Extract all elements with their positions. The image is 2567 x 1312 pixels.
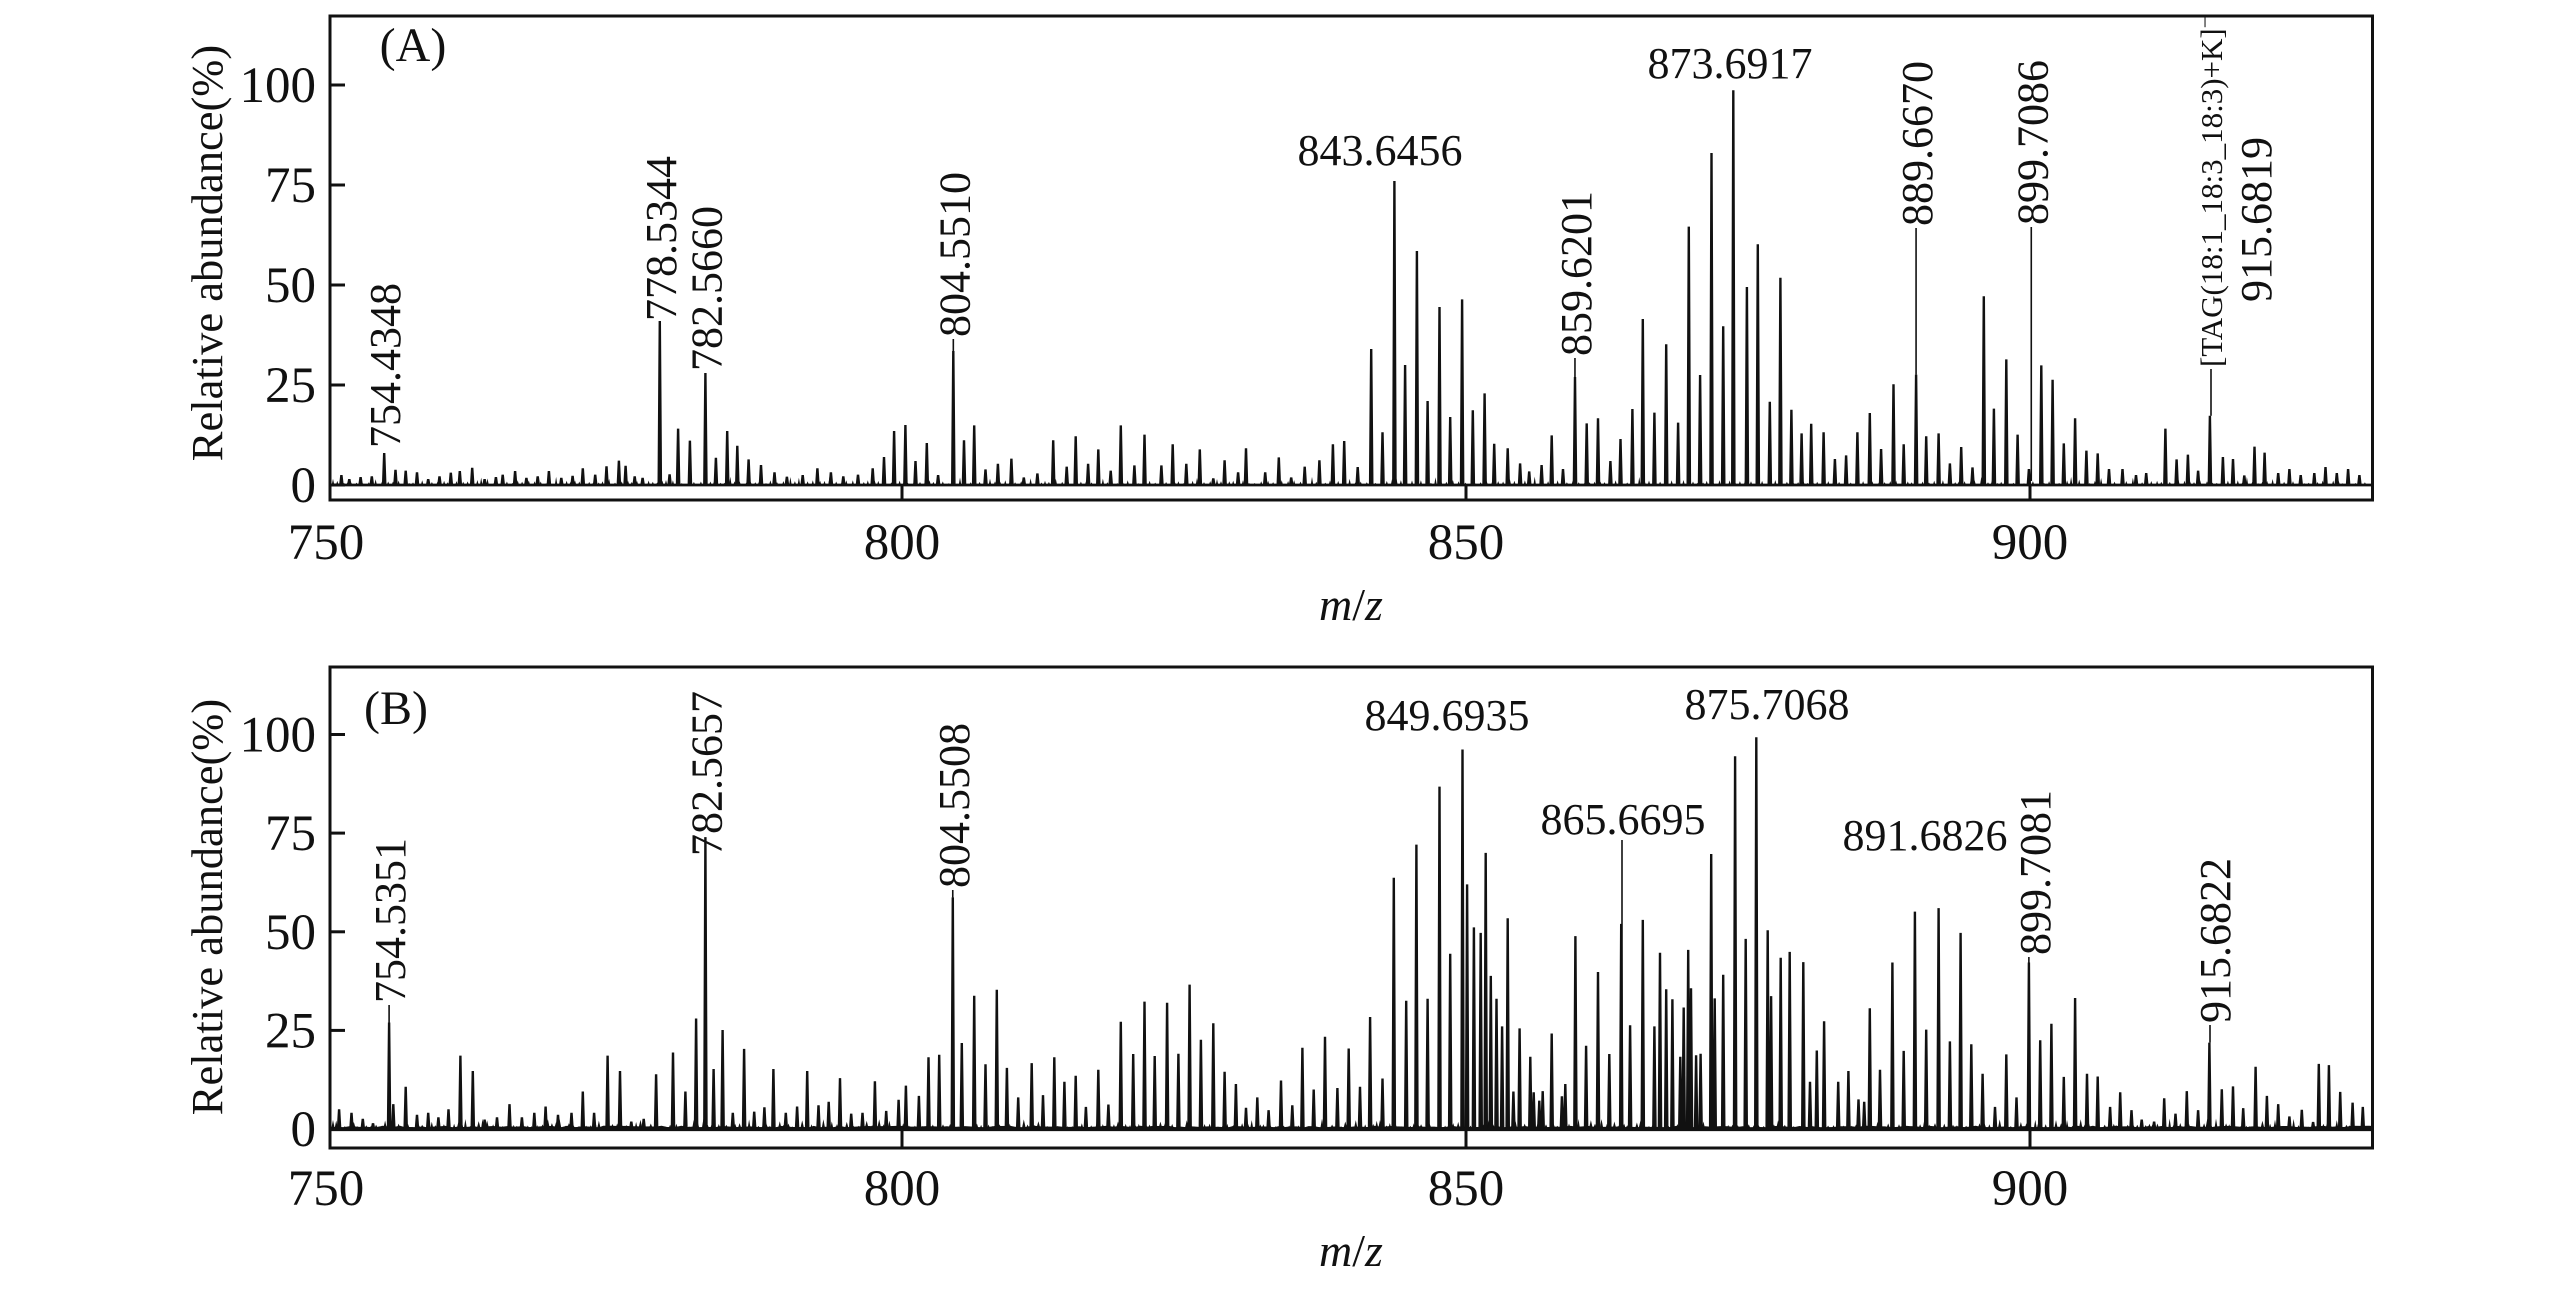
svg-text:750: 750 xyxy=(288,515,365,571)
svg-text:100: 100 xyxy=(240,708,317,764)
svg-text:850: 850 xyxy=(1428,1161,1505,1217)
svg-text:0: 0 xyxy=(291,458,317,514)
svg-text:915.6819: 915.6819 xyxy=(2232,137,2281,302)
svg-text:889.6670: 889.6670 xyxy=(1893,61,1942,226)
svg-text:m/z: m/z xyxy=(1319,1225,1383,1276)
svg-text:800: 800 xyxy=(864,515,941,571)
svg-text:754.5351: 754.5351 xyxy=(366,838,415,1003)
svg-text:(B): (B) xyxy=(364,682,428,735)
svg-text:50: 50 xyxy=(265,258,316,314)
svg-text:778.5344: 778.5344 xyxy=(637,156,686,321)
svg-text:875.7068: 875.7068 xyxy=(1685,680,1850,729)
svg-text:25: 25 xyxy=(265,358,316,414)
svg-text:865.6695: 865.6695 xyxy=(1541,795,1706,844)
svg-text:750: 750 xyxy=(288,1161,365,1217)
svg-text:[TAG(18:1_18:3_18:3)+K]−: [TAG(18:1_18:3_18:3)+K]− xyxy=(2193,16,2229,367)
svg-text:75: 75 xyxy=(265,158,316,214)
svg-text:25: 25 xyxy=(265,1003,316,1059)
svg-text:782.5660: 782.5660 xyxy=(682,206,731,371)
svg-text:900: 900 xyxy=(1992,1161,2069,1217)
svg-text:Relative abundance(%): Relative abundance(%) xyxy=(182,699,232,1115)
svg-text:873.6917: 873.6917 xyxy=(1648,39,1813,88)
svg-text:850: 850 xyxy=(1428,515,1505,571)
svg-text:754.4348: 754.4348 xyxy=(361,283,410,448)
svg-text:m/z: m/z xyxy=(1319,579,1383,630)
svg-text:(A): (A) xyxy=(380,19,447,72)
svg-text:849.6935: 849.6935 xyxy=(1365,691,1530,740)
svg-text:50: 50 xyxy=(265,905,316,961)
svg-text:Relative abundance(%): Relative abundance(%) xyxy=(182,45,232,461)
svg-text:899.7081: 899.7081 xyxy=(2011,790,2060,955)
svg-text:75: 75 xyxy=(265,806,316,862)
svg-text:0: 0 xyxy=(291,1102,317,1158)
svg-text:899.7086: 899.7086 xyxy=(2008,60,2057,225)
svg-text:804.5508: 804.5508 xyxy=(930,723,979,888)
svg-text:843.6456: 843.6456 xyxy=(1298,126,1463,175)
svg-text:891.6826: 891.6826 xyxy=(1843,811,2008,860)
svg-text:915.6822: 915.6822 xyxy=(2191,858,2240,1023)
svg-text:859.6201: 859.6201 xyxy=(1552,191,1601,356)
svg-text:900: 900 xyxy=(1992,515,2069,571)
svg-text:804.5510: 804.5510 xyxy=(930,172,979,337)
svg-text:100: 100 xyxy=(240,58,317,114)
svg-text:800: 800 xyxy=(864,1161,941,1217)
svg-text:782.5657: 782.5657 xyxy=(682,691,731,856)
